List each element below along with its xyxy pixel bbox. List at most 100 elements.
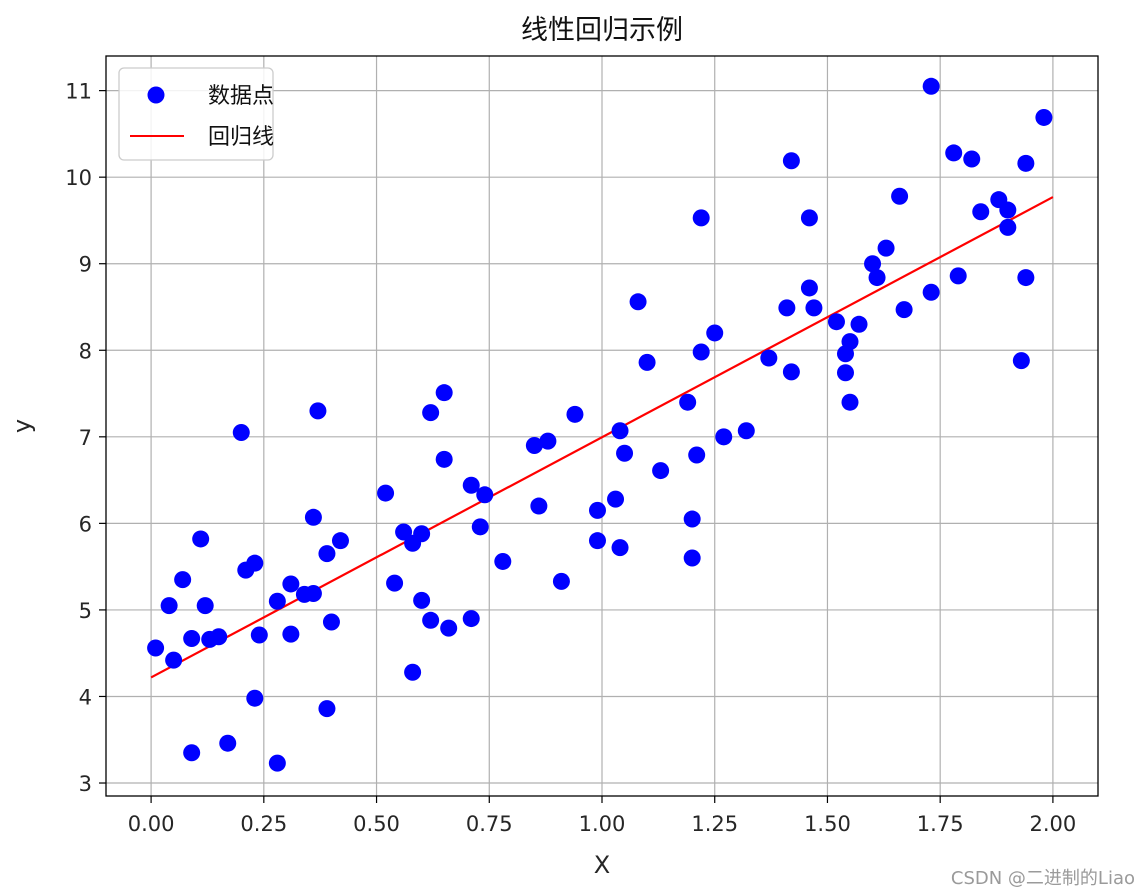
data-point <box>800 279 818 297</box>
data-point <box>1017 269 1035 287</box>
data-point <box>377 484 395 502</box>
data-point <box>800 209 818 227</box>
data-point <box>737 422 755 440</box>
data-point <box>616 444 634 462</box>
data-point <box>999 201 1017 219</box>
data-point <box>850 315 868 333</box>
data-point <box>404 663 422 681</box>
data-point <box>318 545 336 563</box>
data-point <box>891 187 909 205</box>
data-point <box>999 218 1017 236</box>
data-point <box>688 446 706 464</box>
data-point <box>782 363 800 381</box>
data-point <box>386 574 404 592</box>
data-point <box>210 628 228 646</box>
data-point <box>440 619 458 637</box>
x-tick-label: 0.25 <box>240 812 287 836</box>
data-point <box>462 610 480 628</box>
data-point <box>805 299 823 317</box>
data-point <box>422 611 440 629</box>
data-point <box>607 490 625 508</box>
data-point <box>471 518 489 536</box>
data-point <box>715 428 733 446</box>
data-point <box>683 510 701 528</box>
legend: 数据点 回归线 <box>118 67 274 161</box>
data-point <box>611 422 629 440</box>
data-point <box>165 651 183 669</box>
data-point <box>435 384 453 402</box>
watermark: CSDN @二进制的Liao <box>950 868 1135 889</box>
x-tick-label: 1.25 <box>691 812 738 836</box>
data-point <box>877 239 895 257</box>
data-point <box>760 349 778 367</box>
grid <box>106 56 1098 796</box>
data-point <box>304 508 322 526</box>
y-ticks: 3 4 5 6 7 8 9 10 11 <box>65 80 106 796</box>
data-point <box>246 554 264 572</box>
data-point <box>782 152 800 170</box>
data-point <box>1017 154 1035 172</box>
y-tick-label: 10 <box>65 166 92 190</box>
data-point <box>525 436 543 454</box>
data-point <box>147 639 165 657</box>
data-point <box>588 532 606 550</box>
data-point <box>174 571 192 589</box>
data-point <box>778 299 796 317</box>
data-point <box>841 333 859 351</box>
data-point <box>706 324 724 342</box>
data-point <box>972 203 990 221</box>
data-point <box>963 150 981 168</box>
legend-marker-scatter <box>147 86 165 104</box>
y-tick-label: 3 <box>79 772 92 796</box>
x-tick-label: 1.75 <box>917 812 964 836</box>
data-point <box>692 209 710 227</box>
data-point <box>1035 108 1053 126</box>
data-point <box>841 393 859 411</box>
data-point <box>679 393 697 411</box>
data-point <box>552 572 570 590</box>
data-point <box>462 476 480 494</box>
data-point <box>566 405 584 423</box>
scatter-points <box>147 77 1053 772</box>
data-point <box>282 625 300 643</box>
legend-label-line: 回归线 <box>208 125 274 150</box>
y-tick-label: 11 <box>65 80 92 104</box>
data-point <box>219 734 237 752</box>
data-point <box>232 423 250 441</box>
data-point <box>629 293 647 311</box>
data-point <box>282 575 300 593</box>
data-point <box>588 501 606 519</box>
data-point <box>268 592 286 610</box>
legend-label-scatter: 数据点 <box>208 84 274 109</box>
data-point <box>945 144 963 162</box>
data-point <box>192 530 210 548</box>
y-tick-label: 7 <box>79 426 92 450</box>
data-point <box>868 269 886 287</box>
y-tick-label: 4 <box>79 685 92 709</box>
data-point <box>250 626 268 644</box>
data-point <box>922 283 940 301</box>
y-tick-label: 8 <box>79 339 92 363</box>
data-point <box>413 525 431 543</box>
data-point <box>895 301 913 319</box>
data-point <box>309 402 327 420</box>
data-point <box>476 486 494 504</box>
data-point <box>922 77 940 95</box>
data-point <box>539 432 557 450</box>
x-tick-label: 0.75 <box>466 812 513 836</box>
data-point <box>331 532 349 550</box>
data-point <box>827 313 845 331</box>
data-point <box>268 754 286 772</box>
data-point <box>638 353 656 371</box>
data-point <box>318 700 336 718</box>
data-point <box>183 629 201 647</box>
data-point <box>435 450 453 468</box>
data-point <box>422 404 440 422</box>
chart-title: 线性回归示例 <box>521 15 683 46</box>
data-point <box>494 552 512 570</box>
data-point <box>322 613 340 631</box>
x-tick-label: 2.00 <box>1030 812 1077 836</box>
data-point <box>611 539 629 557</box>
data-point <box>183 744 201 762</box>
